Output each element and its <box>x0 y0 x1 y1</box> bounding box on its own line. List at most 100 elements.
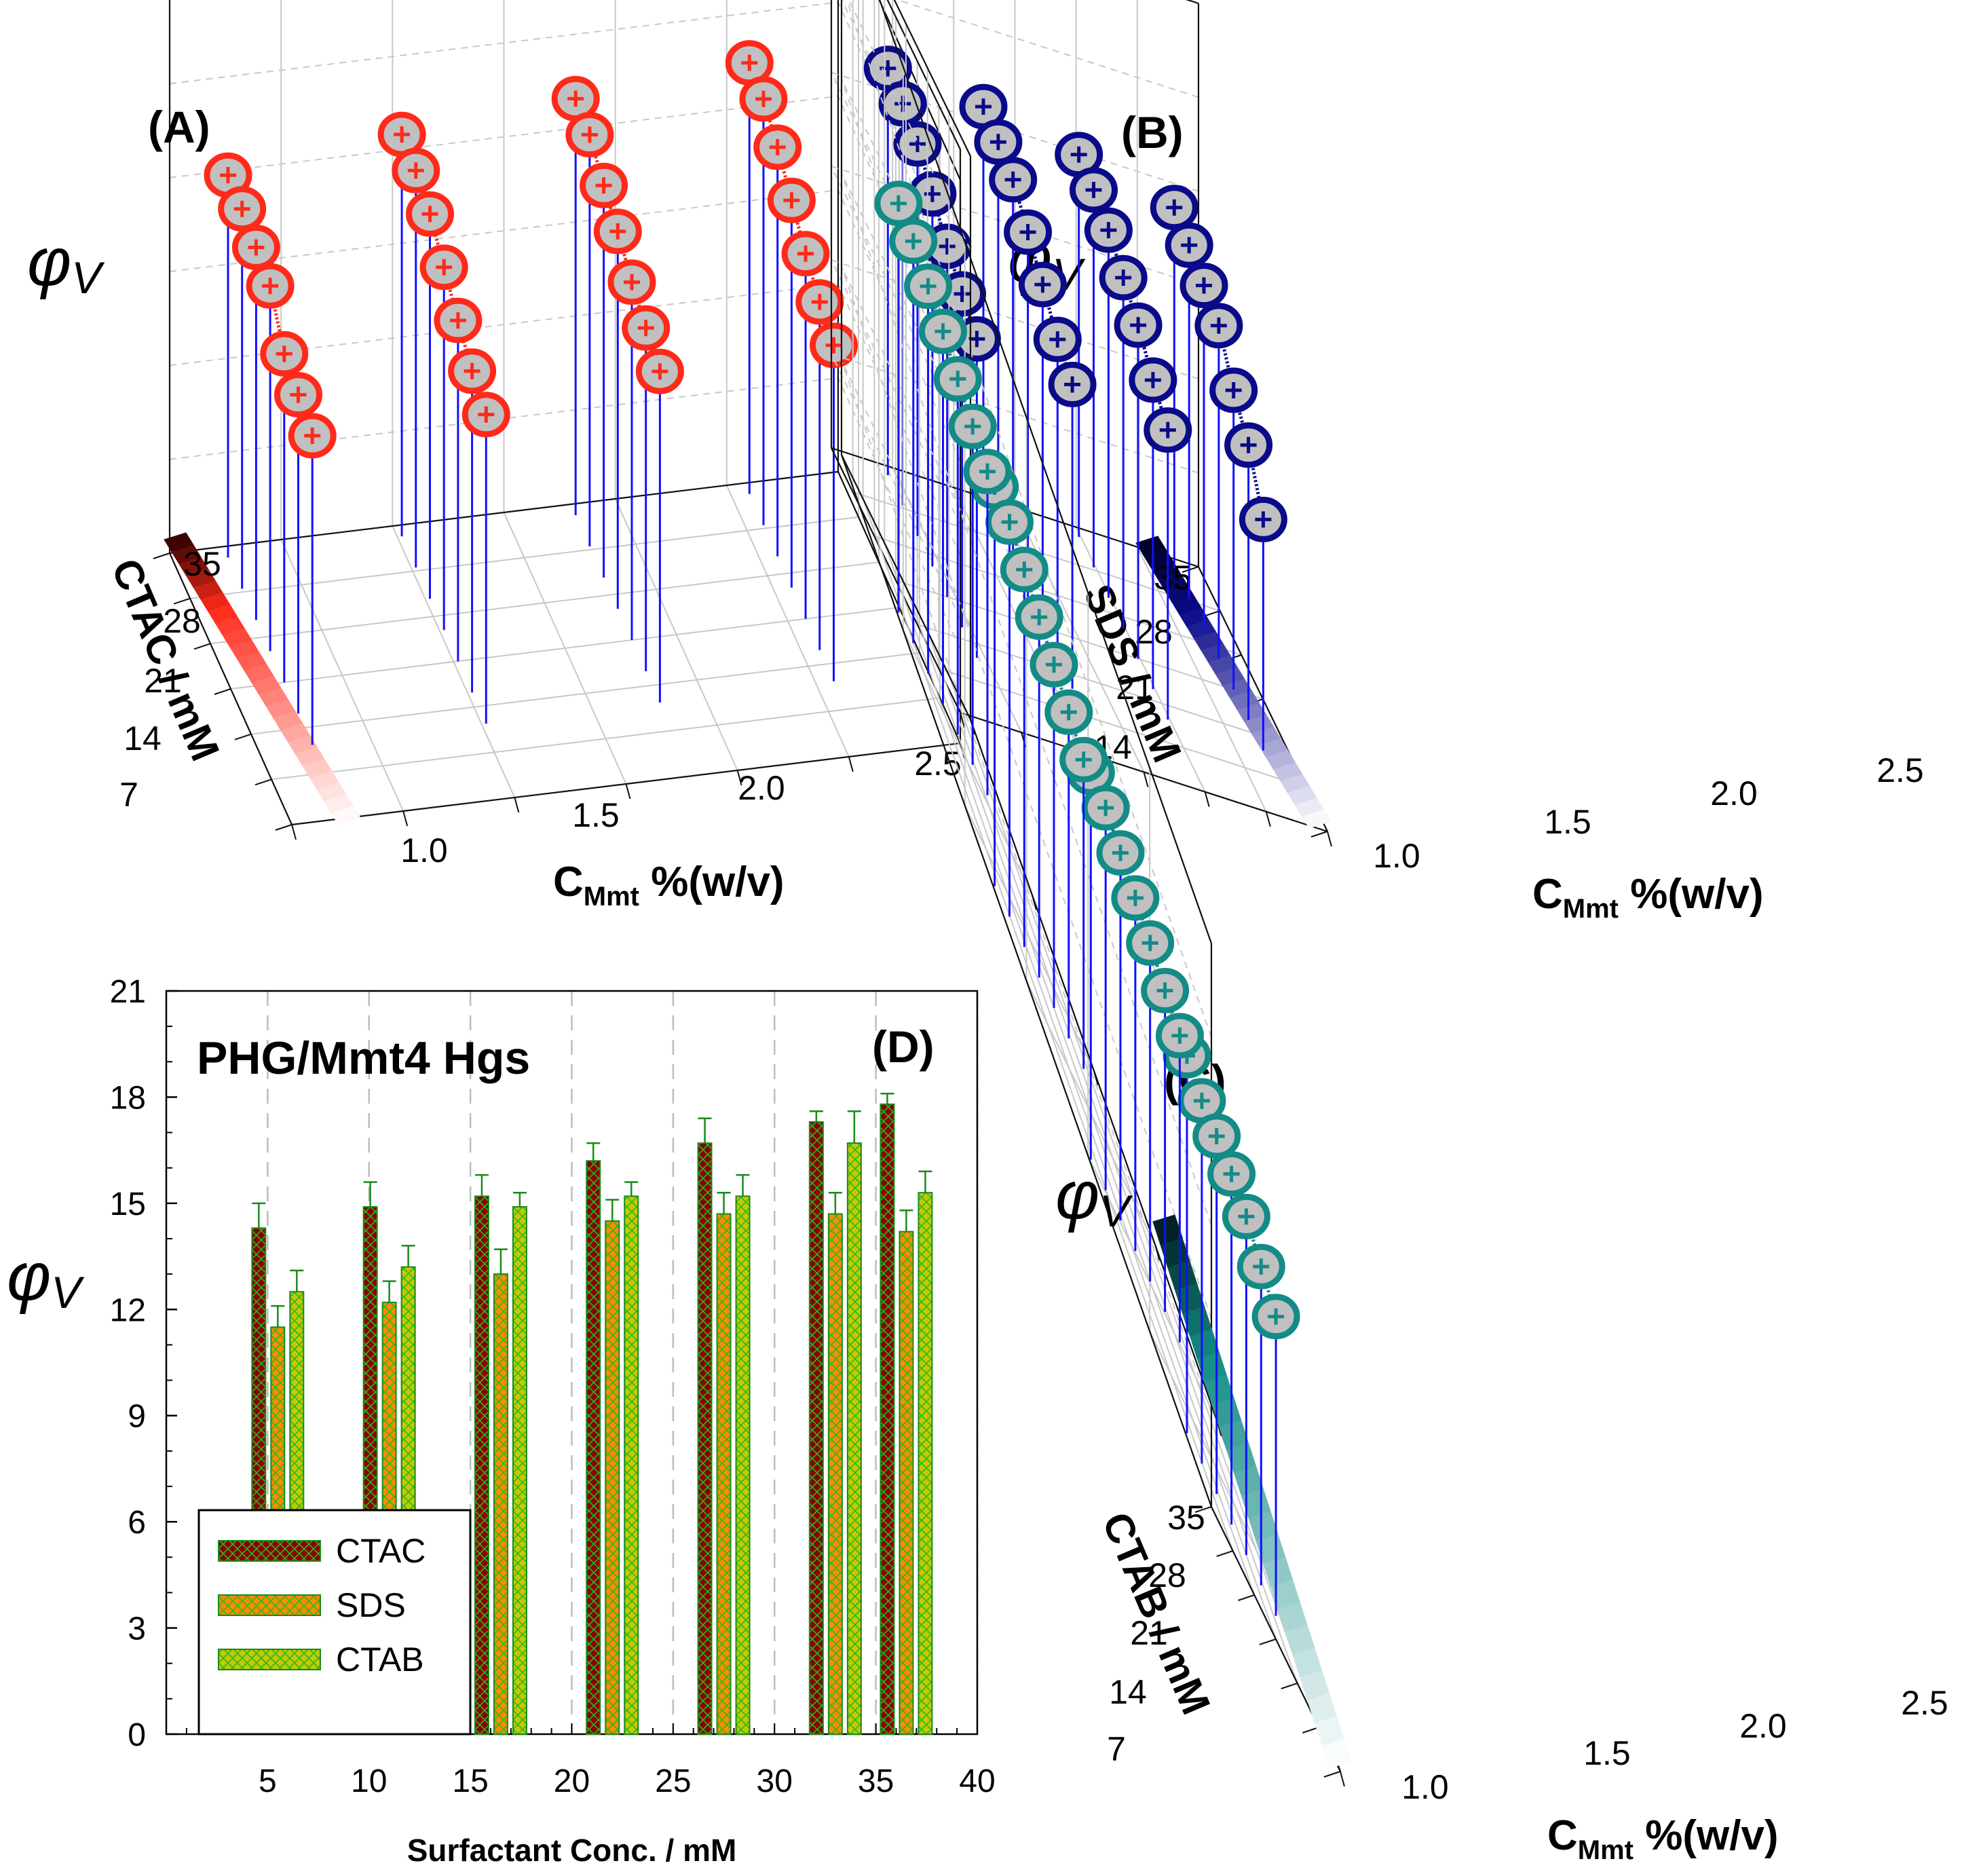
panel-label: (B) <box>1121 107 1184 157</box>
bar-ctac <box>808 1121 824 1735</box>
cmmt-tick-label: 1.0 <box>1373 837 1420 875</box>
data-marker-cross <box>1016 561 1033 578</box>
y-tick-label: 9 <box>128 1399 146 1435</box>
data-marker-cross <box>421 206 438 223</box>
data-marker-cross <box>407 162 424 179</box>
axis-edge <box>840 454 1213 1507</box>
data-marker-cross <box>964 418 981 435</box>
data-marker-cross <box>920 278 937 295</box>
tick-mark <box>1310 831 1328 838</box>
cmmt-label-suffix: %(w/v) <box>639 859 785 905</box>
data-marker-cross <box>1115 269 1132 286</box>
cmmt-tick-label: 2.0 <box>1710 774 1758 812</box>
bar-ctac <box>697 1142 713 1735</box>
cmmt-tick-label: 2.5 <box>914 745 962 783</box>
tick-mark <box>153 552 170 559</box>
data-marker-cross <box>1253 1258 1270 1275</box>
floor-gridline <box>884 542 1255 1596</box>
data-marker-cross <box>262 278 279 295</box>
data-marker-cross <box>1208 1128 1225 1144</box>
tick-mark <box>1031 895 1037 910</box>
legend-swatch-ctac <box>218 1540 321 1562</box>
cmmt-tick-label: 2.5 <box>1876 751 1924 789</box>
axis-edge <box>169 470 839 555</box>
x-tick-label: 15 <box>452 1763 488 1799</box>
x-tick-label: 10 <box>351 1763 387 1799</box>
back-wall-gridline <box>846 0 1212 1038</box>
tick-labels: 0 3 6 9 12 15 18 21 5 10 15 20 25 30 35 40 <box>110 974 996 1799</box>
data-marker-cross <box>581 126 598 143</box>
tick-mark <box>1203 610 1220 617</box>
axis-edge <box>831 447 961 713</box>
bar-sds <box>899 1231 914 1735</box>
x-tick-label: 30 <box>757 1763 793 1799</box>
tick-mark <box>1216 1421 1222 1436</box>
data-marker-cross <box>609 223 626 240</box>
data-marker-cross <box>1070 146 1087 163</box>
tick-mark <box>1143 772 1149 787</box>
tick-mark <box>1194 1506 1212 1513</box>
data-marker-cross <box>478 406 495 423</box>
data-marker-cross <box>783 192 800 209</box>
cmmt-label-sub: Mmt <box>584 882 639 912</box>
panel-label: (A) <box>148 102 210 152</box>
tick-mark <box>1327 831 1332 847</box>
data-marker-cross <box>1127 890 1144 906</box>
data-marker-cross <box>797 245 814 262</box>
data-marker-cross <box>1268 1308 1285 1325</box>
y-tick-label: 6 <box>128 1505 146 1541</box>
back-wall-gridline <box>169 95 839 179</box>
legend-swatch-ctab <box>218 1649 321 1670</box>
axis-edge <box>893 0 971 157</box>
surfactant-tick-label: 28 <box>1148 1556 1186 1594</box>
data-marker-cross <box>934 323 951 340</box>
cmmt-label-main: C <box>1547 1812 1578 1859</box>
data-marker-cross <box>1019 224 1036 240</box>
tick-mark <box>960 712 965 728</box>
tick-mark <box>173 597 191 605</box>
surfactant-tick-label: 35 <box>183 545 221 583</box>
y-tick-label: 18 <box>110 1080 146 1116</box>
panel-label: (D) <box>872 1021 934 1072</box>
tick-mark <box>1265 811 1271 827</box>
data-marker-cross <box>290 386 307 403</box>
z-label-sub: V <box>71 252 105 303</box>
data-marker-cross <box>989 134 1006 151</box>
tick-mark <box>1281 1683 1298 1689</box>
data-marker-cross <box>248 239 265 256</box>
surfactant-tick-label: 7 <box>119 776 138 814</box>
data-marker-cross <box>1064 376 1081 393</box>
y-tick-label: 12 <box>110 1292 146 1328</box>
floor-gridline <box>938 668 1306 788</box>
bar-sds <box>493 1273 508 1735</box>
x-tick-label: 20 <box>554 1763 590 1799</box>
x-tick-label: 5 <box>259 1763 277 1799</box>
axis-edge <box>841 454 971 720</box>
tick-mark <box>214 688 231 695</box>
data-marker-cross <box>1141 935 1158 952</box>
data-marker-cross <box>1156 982 1173 999</box>
tick-mark <box>1302 1727 1319 1733</box>
surfactant-tick-label: 14 <box>1109 1673 1147 1711</box>
cmmt-label-suffix: %(w/v) <box>1619 871 1764 918</box>
tick-mark <box>275 824 292 831</box>
data-marker-cross <box>1060 704 1077 721</box>
tick-mark <box>291 824 297 840</box>
tick-mark <box>234 733 252 740</box>
x-tick-label: 40 <box>959 1763 995 1799</box>
x-tick-label: 35 <box>858 1763 894 1799</box>
tick-mark <box>1182 566 1199 573</box>
floor-gridline <box>862 498 1234 1552</box>
data-marker-cross <box>1223 1165 1240 1182</box>
floor-gridline <box>948 675 1320 1728</box>
x-tick-label: 25 <box>655 1763 691 1799</box>
data-marker-cross <box>1238 1208 1255 1225</box>
bar-sds <box>827 1213 843 1735</box>
bar-ctab <box>624 1195 639 1735</box>
data-marker-cross <box>890 195 907 212</box>
data-marker-cross <box>1100 222 1117 239</box>
legend-swatch-sds <box>218 1594 321 1616</box>
